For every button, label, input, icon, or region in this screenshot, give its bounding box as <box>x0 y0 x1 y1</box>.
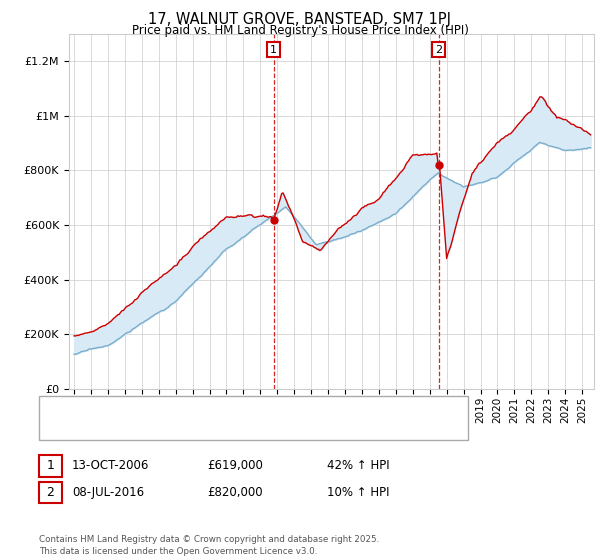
Text: Contains HM Land Registry data © Crown copyright and database right 2025.
This d: Contains HM Land Registry data © Crown c… <box>39 535 379 556</box>
Text: £619,000: £619,000 <box>207 459 263 473</box>
Text: 17, WALNUT GROVE, BANSTEAD, SM7 1PJ (detached house): 17, WALNUT GROVE, BANSTEAD, SM7 1PJ (det… <box>80 403 382 413</box>
Text: 1: 1 <box>46 459 55 473</box>
Text: 17, WALNUT GROVE, BANSTEAD, SM7 1PJ: 17, WALNUT GROVE, BANSTEAD, SM7 1PJ <box>149 12 452 27</box>
Text: 08-JUL-2016: 08-JUL-2016 <box>72 486 144 500</box>
Text: 13-OCT-2006: 13-OCT-2006 <box>72 459 149 473</box>
Text: 42% ↑ HPI: 42% ↑ HPI <box>327 459 389 473</box>
Text: £820,000: £820,000 <box>207 486 263 500</box>
Text: 1: 1 <box>270 45 277 54</box>
Text: 2: 2 <box>435 45 442 54</box>
Text: 2: 2 <box>46 486 55 500</box>
Text: Price paid vs. HM Land Registry's House Price Index (HPI): Price paid vs. HM Land Registry's House … <box>131 24 469 36</box>
Text: HPI: Average price, detached house, Reigate and Banstead: HPI: Average price, detached house, Reig… <box>80 422 378 432</box>
Text: 10% ↑ HPI: 10% ↑ HPI <box>327 486 389 500</box>
